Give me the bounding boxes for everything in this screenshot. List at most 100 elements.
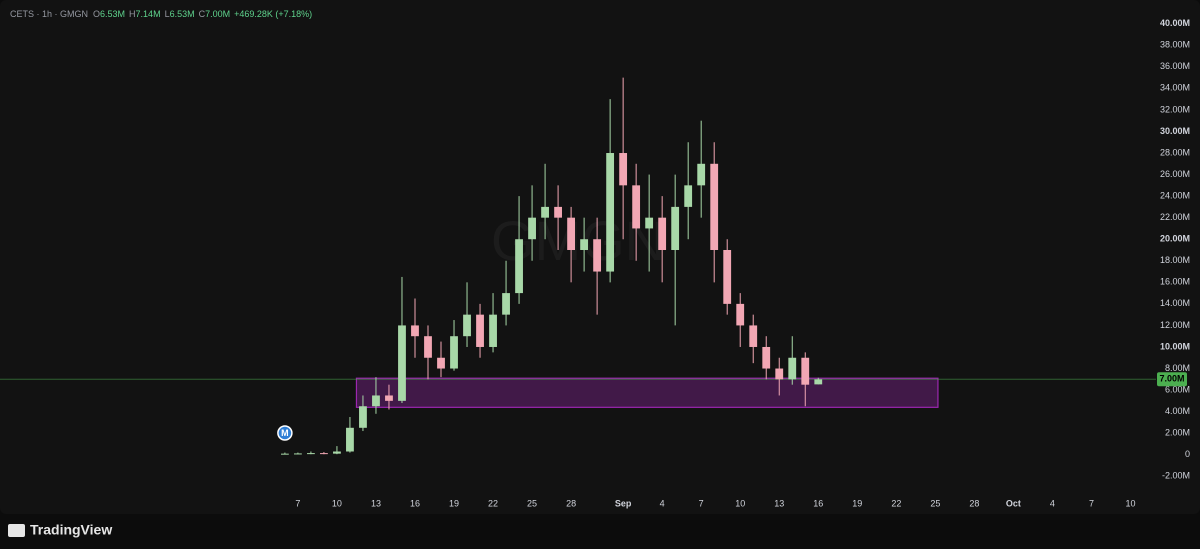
candle-body	[710, 163, 719, 250]
legend-label: C	[199, 9, 206, 19]
candle-body	[528, 217, 536, 240]
brand-logo	[8, 524, 25, 537]
candle-body	[749, 325, 758, 347]
legend: CETS · 1h · GMGN O6.53M H7.14M L6.53M C7.00M…	[10, 9, 312, 19]
candle-body	[320, 453, 328, 455]
y-tick-label: 24.00M	[1160, 190, 1190, 200]
footer	[0, 514, 1200, 549]
x-tick-label: 10	[1125, 498, 1135, 508]
candle-body	[775, 368, 784, 380]
event-marker	[277, 425, 293, 441]
candle-body	[801, 357, 810, 385]
y-tick-label: 8.00M	[1165, 363, 1190, 373]
candle-body	[632, 185, 641, 229]
candle-body	[697, 163, 706, 186]
y-tick-label: -2.00M	[1162, 471, 1190, 481]
x-tick-label: 4	[1050, 498, 1055, 508]
candle-body	[437, 357, 445, 369]
y-tick-label: 34.00M	[1160, 83, 1190, 93]
y-tick-label: 2.00M	[1165, 428, 1190, 438]
candle-body	[333, 451, 341, 454]
candle-body	[619, 153, 628, 186]
brand-text: TradingView	[30, 522, 112, 538]
y-tick-label: 22.00M	[1160, 212, 1190, 222]
y-tick-label: 16.00M	[1160, 277, 1190, 287]
y-tick-label: 4.00M	[1165, 406, 1190, 416]
x-tick-label: 28	[566, 498, 576, 508]
legend-value: 7.14M	[136, 9, 161, 19]
candle-body	[424, 336, 432, 358]
candle-body	[554, 206, 562, 218]
y-tick-label: 12.00M	[1160, 320, 1190, 330]
y-tick-label: 32.00M	[1160, 104, 1190, 114]
candle-body	[385, 395, 393, 401]
candle-body	[762, 346, 771, 369]
candle-body	[463, 314, 471, 337]
candle-body	[476, 314, 484, 347]
candle-body	[645, 217, 654, 229]
x-tick-label: 25	[930, 498, 940, 508]
event-marker-label: M	[281, 428, 289, 438]
candle-body	[814, 379, 823, 385]
x-tick-label: 7	[295, 498, 300, 508]
candle-body	[294, 453, 302, 455]
candle-body	[502, 293, 510, 315]
y-tick-label: 6.00M	[1165, 384, 1190, 394]
legend-label: O	[93, 9, 100, 19]
x-tick-label: 4	[660, 498, 665, 508]
candle-body	[346, 427, 354, 452]
y-tick-label: 40.00M	[1160, 18, 1190, 28]
candle-body	[788, 357, 797, 380]
y-tick-label: 14.00M	[1160, 298, 1190, 308]
y-tick-label: 26.00M	[1160, 169, 1190, 179]
y-tick-label: 10.00M	[1160, 341, 1190, 351]
candle-body	[593, 239, 602, 272]
candle-body	[359, 406, 367, 428]
candle-body	[515, 239, 523, 294]
legend-label: L	[165, 9, 170, 19]
last-price-box	[1157, 372, 1187, 387]
x-tick-label: 28	[969, 498, 979, 508]
x-tick-label: 10	[735, 498, 745, 508]
x-tick-label: 19	[449, 498, 459, 508]
candle-body	[372, 395, 380, 407]
x-tick-label: 22	[891, 498, 901, 508]
candle-body	[489, 314, 497, 347]
x-tick-label: 13	[774, 498, 784, 508]
candle-body	[450, 336, 458, 369]
x-tick-label: 16	[410, 498, 420, 508]
legend-value: 7.00M	[205, 9, 230, 19]
y-tick-label: 0	[1185, 449, 1190, 459]
x-tick-label: 7	[699, 498, 704, 508]
x-tick-label: 22	[488, 498, 498, 508]
candle-body	[658, 217, 667, 250]
legend-text: CETS · 1h · GMGN O6.53M H7.14M L6.53M C7.00M…	[10, 9, 312, 19]
x-tick-label: 10	[332, 498, 342, 508]
brand: TradingView	[8, 522, 112, 538]
candle-body	[736, 303, 745, 326]
y-tick-label: 28.00M	[1160, 147, 1190, 157]
y-tick-label: 38.00M	[1160, 40, 1190, 50]
zone	[355, 377, 939, 408]
x-tick-label: Sep	[615, 498, 632, 508]
candle-body	[671, 206, 680, 250]
candle-body	[567, 217, 575, 250]
legend-value: 6.53M	[100, 9, 125, 19]
candle-body	[723, 249, 732, 304]
x-tick-label: 7	[1089, 498, 1094, 508]
legend-label: H	[129, 9, 136, 19]
legend-value: 6.53M	[170, 9, 195, 19]
candle-body	[606, 153, 615, 272]
x-tick-label: 25	[527, 498, 537, 508]
legend-change: +469.28K (+7.18%)	[234, 9, 312, 19]
candle-body	[541, 206, 549, 218]
x-tick-label: 19	[852, 498, 862, 508]
x-tick-label: Oct	[1006, 498, 1021, 508]
candle-body	[411, 325, 419, 337]
candle-body	[398, 325, 406, 401]
candle-body	[280, 453, 289, 455]
y-tick-label: 30.00M	[1160, 126, 1190, 136]
x-tick-label: 16	[813, 498, 823, 508]
